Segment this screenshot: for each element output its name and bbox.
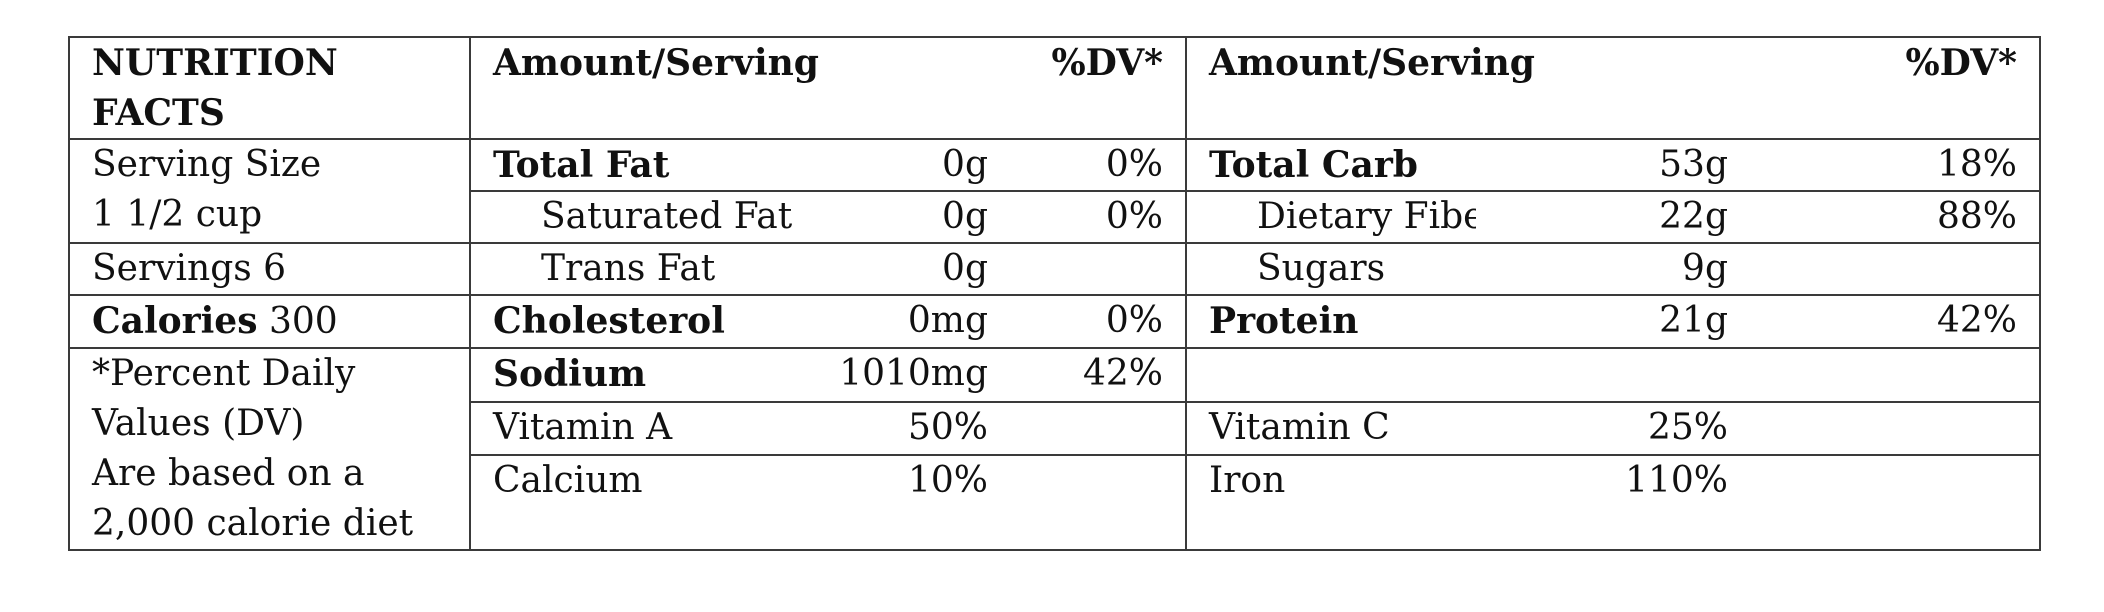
footnote-line: *Percent Daily <box>92 353 356 394</box>
nutrient-amount: 0g <box>810 242 1010 296</box>
footnote-line: Are based on a <box>92 453 365 494</box>
calories-value: 300 <box>268 301 338 342</box>
serving-size-value: 1 1/2 cup <box>92 194 263 235</box>
nutrient-amount: 0g <box>810 190 1010 244</box>
vitamin-name: Vitamin A <box>469 400 810 457</box>
dv-header-right: %DV* <box>1750 36 2041 140</box>
footnote-line: 2,000 calorie diet <box>92 503 414 544</box>
nutrient-name: Trans Fat <box>469 242 810 296</box>
vitamin-row: Calcium 10% Iron 110% <box>69 454 2041 551</box>
nutrient-row: *Percent Daily Values (DV) Are based on … <box>68 347 2041 551</box>
nutrient-name: Protein <box>1185 294 1476 349</box>
nutrient-amount: 22g <box>1476 190 1750 244</box>
serving-size-cell: Serving Size 1 1/2 cup <box>68 138 471 244</box>
nutrient-amount: 1010mg <box>810 347 1010 403</box>
nutrient-dv <box>1010 242 1187 296</box>
nutrient-dv: 42% <box>1010 347 1187 403</box>
title-line-2: FACTS <box>92 92 225 134</box>
nutrient-dv: 0% <box>1010 190 1187 244</box>
nutrient-dv: 18% <box>1750 138 2041 192</box>
nutrition-facts-table: NUTRITION FACTS Amount/Serving %DV* Amou… <box>68 36 2041 551</box>
nutrient-name: Total Carb <box>1185 138 1476 192</box>
daily-values-footnote: *Percent Daily Values (DV) Are based on … <box>68 347 471 551</box>
nutrient-row: Calories 300 Cholesterol 0mg 0% Protein … <box>68 294 2041 349</box>
nutrient-name: Sodium <box>469 347 810 403</box>
nutrient-row: Servings 6 Trans Fat 0g Sugars 9g <box>68 242 2041 296</box>
amount-serving-header-left: Amount/Serving <box>469 36 1010 140</box>
vitamin-value: 110% <box>1476 454 1750 551</box>
nutrient-dv: 88% <box>1750 190 2041 244</box>
nutrient-dv: 0% <box>1010 138 1187 192</box>
nutrient-name: Cholesterol <box>469 294 810 349</box>
vitamin-row: Vitamin A 50% Vitamin C 25% <box>69 400 2041 457</box>
empty-cell <box>1010 454 1187 551</box>
nutrient-amount: 0g <box>810 138 1010 192</box>
header-row: NUTRITION FACTS Amount/Serving %DV* Amou… <box>68 36 2041 140</box>
calories-cell: Calories 300 <box>68 294 471 349</box>
nutrition-facts-title: NUTRITION FACTS <box>68 36 471 140</box>
vitamin-name: Iron <box>1185 454 1476 551</box>
nutrient-dv <box>1750 242 2041 296</box>
nutrient-name: Dietary Fiber <box>1185 190 1476 244</box>
nutrient-amount: 53g <box>1476 138 1750 192</box>
nutrient-row: Saturated Fat 0g 0% Dietary Fiber 22g 88… <box>69 190 2041 244</box>
serving-size-label: Serving Size <box>92 144 322 185</box>
nutrient-name: Saturated Fat <box>469 190 810 244</box>
vitamin-name: Vitamin C <box>1185 400 1476 457</box>
nutrient-name: Total Fat <box>469 138 810 192</box>
vitamin-value: 25% <box>1476 400 1750 457</box>
nutrient-amount: 0mg <box>810 294 1010 349</box>
amount-serving-header-right: Amount/Serving <box>1185 36 1750 140</box>
vitamin-value: 50% <box>810 400 1010 457</box>
empty-cell <box>1750 454 2041 551</box>
vitamin-name: Calcium <box>469 454 810 551</box>
nutrient-name: Sugars <box>1185 242 1476 296</box>
dv-header-left: %DV* <box>1010 36 1187 140</box>
nutrient-amount: 9g <box>1476 242 1750 296</box>
nutrient-amount: 21g <box>1476 294 1750 349</box>
title-line-1: NUTRITION <box>92 42 338 84</box>
nutrient-row: Serving Size 1 1/2 cup Total Fat 0g 0% T… <box>68 138 2041 244</box>
calories-label: Calories <box>92 300 258 342</box>
empty-cell <box>1010 400 1187 457</box>
empty-cell <box>1750 400 2041 457</box>
empty-cell <box>1185 347 2041 403</box>
footnote-line: Values (DV) <box>92 403 305 444</box>
nutrient-dv: 42% <box>1750 294 2041 349</box>
vitamin-value: 10% <box>810 454 1010 551</box>
servings-cell: Servings 6 <box>68 242 471 296</box>
nutrient-dv: 0% <box>1010 294 1187 349</box>
